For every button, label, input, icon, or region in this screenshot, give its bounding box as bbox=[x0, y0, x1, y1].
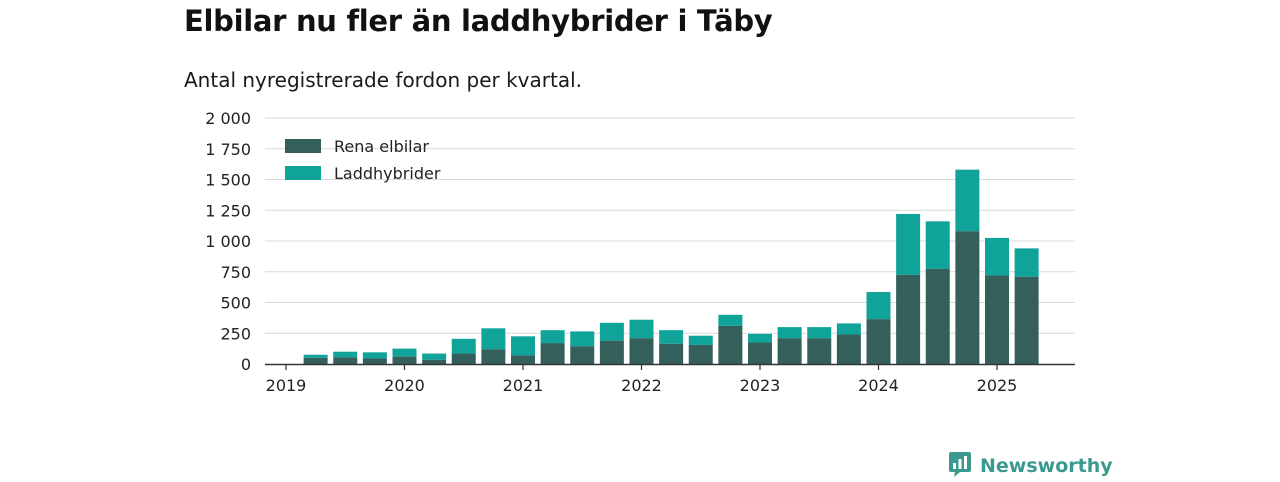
bar-rena-elbilar bbox=[599, 340, 624, 364]
bar-rena-elbilar bbox=[718, 325, 743, 364]
bar-rena-elbilar bbox=[985, 275, 1009, 364]
bar-laddhybrider bbox=[481, 328, 506, 350]
y-tick-label: 250 bbox=[220, 324, 251, 343]
bar-laddhybrider bbox=[392, 348, 417, 357]
legend-label-rena-elbilar: Rena elbilar bbox=[334, 137, 429, 156]
legend-label-laddhybrider: Laddhybrider bbox=[334, 164, 441, 183]
bar-rena-elbilar bbox=[659, 343, 684, 364]
bar-laddhybrider bbox=[570, 331, 595, 347]
bar-laddhybrider bbox=[599, 322, 624, 341]
x-tick-label: 2022 bbox=[621, 376, 662, 395]
y-tick-label: 0 bbox=[241, 355, 251, 374]
legend-swatch-rena-elbilar bbox=[285, 139, 321, 153]
bar-laddhybrider bbox=[362, 352, 387, 359]
x-tick-label: 2019 bbox=[266, 376, 307, 395]
y-tick-label: 1 500 bbox=[205, 171, 251, 190]
bar-laddhybrider bbox=[540, 330, 565, 344]
bar-rena-elbilar bbox=[629, 338, 654, 364]
bar-laddhybrider bbox=[866, 292, 891, 320]
x-tick-label: 2023 bbox=[740, 376, 781, 395]
bar-laddhybrider bbox=[511, 336, 535, 356]
y-tick-label: 1 250 bbox=[205, 201, 251, 220]
bar-rena-elbilar bbox=[511, 355, 535, 364]
chart-title: Elbilar nu fler än laddhybrider i Täby bbox=[184, 4, 773, 38]
x-axis-ticks: 2019 2020 2021 2022 2023 2024 2025 bbox=[266, 364, 1018, 395]
bar-laddhybrider bbox=[629, 319, 654, 339]
brand-name: Newsworthy bbox=[980, 455, 1113, 477]
bar-rena-elbilar bbox=[866, 319, 891, 364]
bar-laddhybrider bbox=[1014, 248, 1039, 277]
bar-rena-elbilar bbox=[748, 342, 772, 364]
newsworthy-brand: Newsworthy bbox=[948, 450, 1113, 482]
bar-rena-elbilar bbox=[303, 357, 328, 364]
bar-laddhybrider bbox=[451, 338, 476, 354]
bar-rena-elbilar bbox=[570, 346, 595, 364]
bar-laddhybrider bbox=[985, 237, 1009, 276]
bar-rena-elbilar bbox=[925, 268, 950, 364]
bar-laddhybrider bbox=[807, 327, 832, 339]
legend-swatch-laddhybrider bbox=[285, 166, 321, 180]
bar-laddhybrider bbox=[333, 351, 358, 358]
bar-rena-elbilar bbox=[1014, 276, 1039, 364]
bar-rena-elbilar bbox=[333, 357, 358, 364]
bar-rena-elbilar bbox=[392, 356, 417, 364]
bar-rena-elbilar bbox=[955, 231, 980, 364]
y-tick-label: 1 000 bbox=[205, 232, 251, 251]
bars bbox=[303, 169, 1039, 364]
bar-laddhybrider bbox=[955, 169, 980, 232]
legend: Rena elbilar Laddhybrider bbox=[285, 137, 441, 183]
bar-laddhybrider bbox=[718, 314, 743, 326]
bar-rena-elbilar bbox=[836, 334, 861, 364]
y-tick-label: 500 bbox=[220, 294, 251, 313]
y-axis-ticks: 0 250 500 750 1 000 1 250 1 500 1 750 2 000 bbox=[205, 109, 251, 374]
bar-rena-elbilar bbox=[481, 349, 506, 364]
x-tick-label: 2024 bbox=[858, 376, 899, 395]
bar-rena-elbilar bbox=[688, 344, 713, 364]
bar-laddhybrider bbox=[836, 323, 861, 335]
x-tick-label: 2020 bbox=[384, 376, 425, 395]
bar-rena-elbilar bbox=[451, 353, 476, 364]
bar-laddhybrider bbox=[659, 330, 684, 344]
bar-laddhybrider bbox=[688, 335, 713, 345]
newsworthy-logo-icon bbox=[948, 450, 972, 482]
x-tick-label: 2021 bbox=[503, 376, 544, 395]
bar-laddhybrider bbox=[896, 213, 921, 275]
y-tick-label: 750 bbox=[220, 263, 251, 282]
bar-laddhybrider bbox=[422, 353, 447, 360]
bar-laddhybrider bbox=[303, 354, 328, 358]
x-tick-label: 2025 bbox=[977, 376, 1018, 395]
y-tick-label: 2 000 bbox=[205, 109, 251, 128]
bar-rena-elbilar bbox=[540, 343, 565, 364]
bar-rena-elbilar bbox=[422, 359, 447, 364]
bar-laddhybrider bbox=[777, 327, 802, 339]
bar-rena-elbilar bbox=[896, 274, 921, 364]
bar-laddhybrider bbox=[748, 333, 772, 343]
bar-laddhybrider bbox=[925, 221, 950, 269]
chart-subtitle: Antal nyregistrerade fordon per kvartal. bbox=[184, 68, 583, 92]
bar-rena-elbilar bbox=[362, 358, 387, 364]
bar-rena-elbilar bbox=[807, 338, 832, 364]
bar-rena-elbilar bbox=[777, 338, 802, 364]
y-tick-label: 1 750 bbox=[205, 140, 251, 159]
